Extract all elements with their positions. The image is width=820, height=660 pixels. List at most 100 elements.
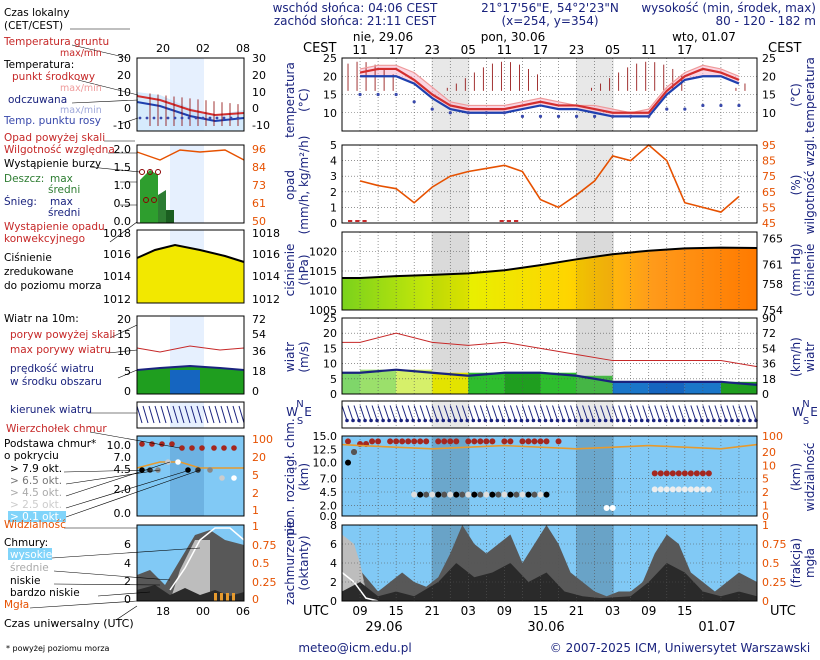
wind-dir-arrow [389,405,396,421]
legend-dew-dot [180,116,184,120]
dew-point-dot [593,114,597,118]
cloud-tick-left: 15.0 [313,430,338,443]
legend-dew-dot [229,116,233,120]
axis-precip-left: opad [283,170,297,200]
wind-dir-head [453,418,458,423]
cloud-base-dot [525,491,532,498]
legend-cloud-top-dot [211,445,217,451]
cloud-top-dot [483,438,490,445]
cloud-base-dot [441,491,448,498]
cloud-top-dot [477,438,484,445]
cover-frame [341,524,758,602]
legend-dir-arrow [220,405,227,424]
legend-cloud-high-bg [8,548,52,560]
legend-snow-max: max [50,196,73,208]
axis-cloud-left: pion. rozciągł. chm. [283,418,297,536]
utc-tick-label: 15 [677,604,692,618]
legend-rain-frame [136,144,245,224]
wind-dir-arrow [413,405,420,421]
cloud-base-dot [501,491,508,498]
cloud-base-dot [699,486,706,493]
axis-cover-left-unit: (oktanty) [297,535,311,590]
legend-cloud-top-dot [139,441,145,447]
cloud-base-dot [651,486,658,493]
cloud-top-dot [519,438,526,445]
wind-dir-arrow [666,405,673,421]
axis-press-left: ciśnienie [283,244,297,297]
wind-dir-arrow [407,405,414,421]
cest-tick-label: 17 [677,43,692,57]
cloud-base-dot [693,486,700,493]
legend-wind-line [136,364,245,371]
wind-dir-arrow [347,405,354,421]
legend-utc-tick-2: 00 [196,605,210,618]
wind-dir-head [435,418,440,423]
wind-dir-head [555,418,560,423]
wind-dir-head [441,418,446,423]
legend-wind-speed-2: w środku obszaru [10,376,102,388]
wind-tick-right: 72 [762,327,776,340]
dew-point-dot [484,111,488,115]
legend-okt-5: > 0.1 okt. [10,511,62,523]
wind-dir-arrow [491,405,498,421]
utc-tick-label: 21 [425,604,440,618]
wind-dir-arrow [570,405,577,421]
axis-wind-right-unit: (km/h) [789,337,803,377]
legend-cloud-top-dot [231,445,237,451]
legend-dir-arrow [208,405,215,424]
legend-snow: Śnieg: [4,195,37,208]
wind-dir-arrow [714,405,721,421]
legend-cover-very-low [137,585,244,601]
press-tick-right: 758 [762,278,783,291]
legend-utc-tick-3: 06 [236,605,250,618]
legend-dir-arrow [196,405,203,424]
cloud-tick-left: 4.5 [320,486,338,499]
dir-night-0 [431,401,470,428]
wind-tick-left: 5 [330,373,337,386]
legend-cloud-base-dot [185,467,191,473]
cloud-base-dot [429,491,436,498]
legend-connector [29,600,138,609]
legend-connector [65,469,191,509]
temp-frame [341,57,758,132]
cest-tick-label: 11 [497,43,512,57]
legend-temp-tick-left: -10 [113,119,131,132]
legend-cloud-top-dot [179,445,185,451]
legend-okt-1: > 7.9 okt. [10,463,62,475]
rain-tick-right: 75 [762,170,776,183]
utc-day-2: 30.06 [527,620,564,635]
wind-dir-arrow [678,405,685,421]
legend-connector [77,79,139,96]
legend-rain-mean: średni [48,184,80,196]
press-night [431,232,470,310]
legend-cloud-top-dot [169,441,175,447]
utc-tick-label: 03 [605,604,620,618]
legend-press-tick-right: 1016 [252,248,280,261]
cloud-top-dot [471,438,478,445]
temp-tick-left: 25 [323,52,337,65]
wind-dir-head [615,418,620,423]
cloud-bg [342,436,757,516]
legend-okt-2: > 6.5 okt. [10,475,62,487]
cloud-top-dot [345,438,352,445]
wind-tick-left: 15 [323,342,337,355]
footer-email[interactable]: meteo@icm.edu.pl [298,641,411,655]
cloud-top-dot [435,438,442,445]
wind-dir-head [603,418,608,423]
cloud-base-dot [423,491,430,498]
legend-dew-dot [173,116,177,120]
cloud-base-dot [531,491,538,498]
legend-cloud-top-dot [189,445,195,451]
humidity-line [359,143,740,213]
legend-humid-tick: 96 [252,143,266,156]
wind-dir-arrow [720,405,727,421]
legend-dir-arrow [142,405,149,424]
cloud-base-dot [537,491,544,498]
legend-cloud-low: niskie [10,575,41,587]
visibility-line [341,443,758,450]
wind-dir-arrow [612,405,619,421]
coords-text: 21°17'56"E, 54°2'23"N [481,1,619,15]
legend-temp-tick-left: 20 [117,69,131,82]
wind-dir-arrow [395,405,402,421]
axis-vis-right-unit: (km) [789,463,803,491]
